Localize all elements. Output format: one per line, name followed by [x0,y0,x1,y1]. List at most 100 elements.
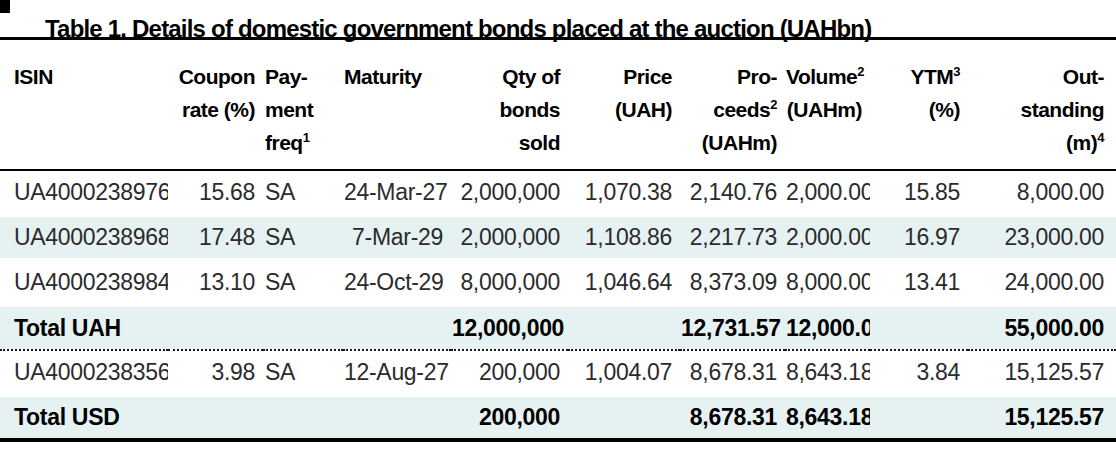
footnote-marker: 4 [1097,130,1104,145]
column-header-qty: Qty ofbondssold [451,40,568,170]
cell-pay: SA [263,260,343,305]
cell-price: 1,004.07 [568,350,680,395]
cell-maturity: 12-Aug-27 [343,350,451,395]
cell-pay: SA [263,350,343,395]
column-header-pay: Pay-mentfreq1 [263,40,343,170]
cell-isin: Total USD [0,395,168,440]
cell-coupon: 15.68 [168,170,263,215]
cell-price: 1,070.38 [568,170,680,215]
cell-outstanding: 15,125.57 [968,350,1116,395]
cell-isin: UA4000238356 [0,350,168,395]
cell-ytm: 13.41 [870,260,968,305]
total-row: Total USD 200,000 8,678.318,643.18 15,125.5… [0,395,1116,440]
cell-volume: 2,000.00 [785,215,870,260]
column-header-proceeds: Pro-ceeds2(UAHm) [680,40,785,170]
cell-maturity [343,395,451,440]
footnote-marker: 3 [953,64,960,79]
header-line: standing [969,93,1104,126]
cell-isin: Total UAH [0,305,168,350]
cell-pay [263,305,343,350]
document-page: Table 1. Details of domestic government … [0,0,1116,470]
cell-price [568,395,680,440]
cell-coupon [168,395,263,440]
cell-qty: 200,000 [451,350,568,395]
cell-price: 1,046.64 [568,260,680,305]
header-line: Qty of [452,60,560,93]
cell-volume: 2,000.00 [785,170,870,215]
cell-coupon: 13.10 [168,260,263,305]
header-line: (UAHm) [786,93,862,126]
header-line: ceeds2 [681,93,777,126]
cell-qty: 2,000,000 [451,215,568,260]
table-row: UA400023896817.48SA7-Mar-292,000,0001,10… [0,215,1116,260]
column-header-price: Price(UAH) [568,40,680,170]
cell-coupon: 17.48 [168,215,263,260]
column-header-outstanding: Out-standing(m)4 [968,40,1116,170]
cell-coupon [168,305,263,350]
cell-outstanding: 8,000.00 [968,170,1116,215]
header-line: Maturity [344,60,415,93]
cell-qty: 200,000 [451,395,568,440]
cell-proceeds: 8,678.31 [680,350,785,395]
header-line: ISIN [14,60,167,93]
header-line: Coupon [169,60,255,93]
cell-isin: UA4000238984 [0,260,168,305]
cell-proceeds: 8,373.09 [680,260,785,305]
footnote-marker: 2 [857,64,864,79]
table-row: UA400023898413.10SA24-Oct-298,000,0001,0… [0,260,1116,305]
header-line: sold [452,126,560,159]
column-header-volume: Volume2(UAHm) [785,40,870,170]
cell-isin: UA4000238976 [0,170,168,215]
column-header-isin: ISIN [0,40,168,170]
header-line: freq1 [265,126,342,159]
cell-pay [263,395,343,440]
total-row: Total UAH 12,000,000 12,731.5712,000.00 55,… [0,305,1116,350]
header-line: Volume2 [786,60,862,93]
cell-volume: 8,643.18 [785,350,870,395]
cell-maturity: 24-Mar-27 [343,170,451,215]
header-line: (UAH) [569,93,672,126]
cell-ytm: 3.84 [870,350,968,395]
bond-auction-table: ISINCouponrate (%)Pay-mentfreq1MaturityQ… [0,40,1116,442]
cell-qty: 12,000,000 [451,305,568,350]
column-header-ytm: YTM3(%) [870,40,968,170]
cell-pay: SA [263,215,343,260]
cell-price: 1,108.86 [568,215,680,260]
cell-maturity: 24-Oct-29 [343,260,451,305]
cell-proceeds: 8,678.31 [680,395,785,440]
cell-maturity [343,305,451,350]
cell-outstanding: 24,000.00 [968,260,1116,305]
cell-ytm: 15.85 [870,170,968,215]
cell-coupon: 3.98 [168,350,263,395]
column-header-coupon: Couponrate (%) [168,40,263,170]
cell-ytm [870,395,968,440]
cell-proceeds: 2,140.76 [680,170,785,215]
header-line: Pro- [681,60,777,93]
footnote-marker: 1 [303,130,310,145]
header-line: Pay- [265,60,342,93]
cell-qty: 8,000,000 [451,260,568,305]
cell-volume: 8,643.18 [785,395,870,440]
table-head: ISINCouponrate (%)Pay-mentfreq1MaturityQ… [0,40,1116,170]
header-line: bonds [452,93,560,126]
cell-volume: 12,000.00 [785,305,870,350]
header-line: Out- [969,60,1104,93]
cell-pay: SA [263,170,343,215]
table-row: UA40002383563.98SA12-Aug-27200,0001,004.… [0,350,1116,395]
cell-qty: 2,000,000 [451,170,568,215]
header-line: ment [265,93,342,126]
header-line: rate (%) [169,93,255,126]
cell-proceeds: 12,731.57 [680,305,785,350]
table-title: Table 1. Details of domestic government … [0,0,1116,37]
cell-maturity: 7-Mar-29 [343,215,451,260]
header-line: (UAHm) [681,126,777,159]
cell-outstanding: 55,000.00 [968,305,1116,350]
table-row: UA400023897615.68SA24-Mar-272,000,0001,0… [0,170,1116,215]
column-header-maturity: Maturity [343,40,451,170]
cell-ytm: 16.97 [870,215,968,260]
cell-price [568,305,680,350]
corner-mark [0,0,10,13]
cell-outstanding: 15,125.57 [968,395,1116,440]
cell-ytm [870,305,968,350]
cell-proceeds: 2,217.73 [680,215,785,260]
